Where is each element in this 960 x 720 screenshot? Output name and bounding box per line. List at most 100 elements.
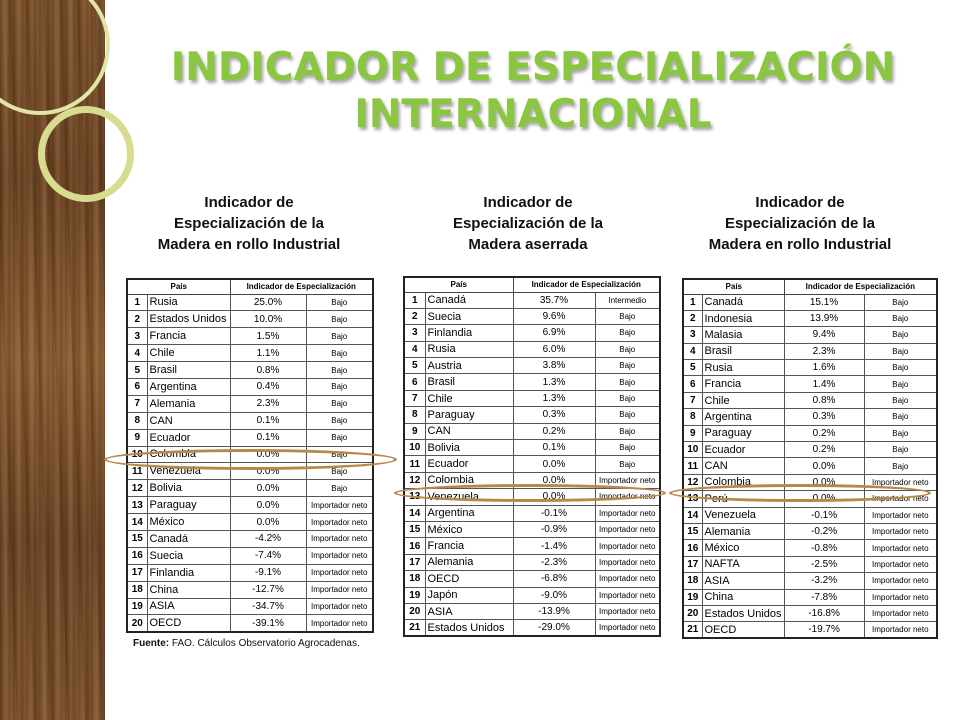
country-cell: Indonesia [701, 309, 785, 328]
specialization-table-2: País Indicador de Especialización 1 Canadá 3… [403, 276, 661, 638]
row-rank: 2 [126, 310, 148, 329]
country-cell: Alemania [146, 394, 231, 413]
table-row: 14 Argentina -0.1% Importador neto [403, 504, 661, 522]
row-rank: 18 [126, 580, 148, 599]
specialization-level: Bajo [863, 441, 938, 459]
table-row: 15 Canadá -4.2% Importador neto [126, 529, 374, 548]
specialization-level: Bajo [305, 310, 374, 329]
specialization-level: Bajo [305, 411, 374, 430]
page-title-line-2: INTERNACIONAL [354, 92, 712, 137]
indicator-value: 6.9% [512, 324, 596, 342]
table-row: 5 Brasil 0.8% Bajo [126, 361, 374, 379]
specialization-level: Bajo [863, 424, 938, 443]
table-row: 8 Paraguay 0.3% Bajo [403, 406, 661, 424]
page-title-line-1: INDICADOR DE ESPECIALIZACIÓN [170, 45, 896, 90]
indicator-value: 1.6% [783, 359, 865, 377]
row-rank: 11 [403, 455, 426, 473]
specialization-level: Bajo [594, 422, 661, 441]
specialization-level: Bajo [863, 326, 938, 344]
indicator-value: -34.7% [229, 597, 307, 616]
indicator-value: -1.4% [512, 537, 596, 555]
table-row: 9 Paraguay 0.2% Bajo [682, 424, 938, 443]
country-cell: ASIA [701, 572, 785, 590]
indicator-value: 0.8% [229, 361, 307, 379]
country-cell: Venezuela [701, 506, 785, 524]
table-row: 3 Finlandia 6.9% Bajo [403, 324, 661, 342]
indicator-value: 0.1% [512, 439, 596, 457]
specialization-level: Importador neto [863, 539, 938, 557]
decorative-ring-small [38, 106, 134, 202]
country-cell: Paraguay [424, 406, 514, 424]
row-rank: 15 [126, 529, 148, 548]
indicator-value: -7.8% [783, 588, 865, 606]
indicator-value: -0.2% [783, 522, 865, 541]
country-cell: Austria [424, 357, 514, 375]
country-cell: China [146, 580, 231, 599]
specialization-level: Importador neto [305, 563, 374, 582]
country-cell: Finlandia [424, 324, 514, 342]
country-cell: Brasil [146, 361, 231, 379]
row-rank: 16 [126, 546, 148, 565]
row-rank: 2 [682, 309, 703, 328]
indicator-value: 3.8% [512, 357, 596, 375]
indicator-value: 0.8% [783, 391, 865, 410]
table-row: 14 México 0.0% Importador neto [126, 513, 374, 531]
column-header-indicator: Indicador de Especialización [512, 276, 661, 293]
table-3-caption: Indicador de Especialización de la Mader… [670, 192, 930, 255]
table-row: 9 Ecuador 0.1% Bajo [126, 428, 374, 447]
country-cell: CAN [701, 457, 785, 475]
table-row: 17 Alemania -2.3% Importador neto [403, 553, 661, 572]
specialization-level: Importador neto [863, 506, 938, 524]
indicator-value: -3.2% [783, 572, 865, 590]
indicator-value: 1.3% [512, 373, 596, 391]
table-row: 6 Argentina 0.4% Bajo [126, 377, 374, 396]
table-row: 9 CAN 0.2% Bajo [403, 422, 661, 441]
specialization-level: Importador neto [863, 555, 938, 574]
table-row: 2 Estados Unidos 10.0% Bajo [126, 310, 374, 329]
country-cell: Estados Unidos [146, 310, 231, 329]
table-row: 7 Chile 0.8% Bajo [682, 391, 938, 410]
country-cell: Japón [424, 586, 514, 604]
table-row: 17 NAFTA -2.5% Importador neto [682, 555, 938, 574]
table-2-caption: Indicador de Especialización de la Mader… [398, 192, 658, 255]
row-rank: 21 [682, 621, 703, 639]
page-title: INDICADOR DE ESPECIALIZACIÓN INTERNACION… [106, 44, 960, 138]
indicator-value: 25.0% [229, 293, 307, 312]
specialization-level: Bajo [863, 408, 938, 426]
table-row: 16 Francia -1.4% Importador neto [403, 537, 661, 555]
indicator-value: -0.8% [783, 539, 865, 557]
row-rank: 21 [403, 619, 426, 637]
table-row: 17 Finlandia -9.1% Importador neto [126, 563, 374, 582]
caption-line: Madera en rollo Industrial [157, 236, 341, 253]
column-header-indicator: Indicador de Especialización [783, 278, 938, 295]
country-cell: Paraguay [701, 424, 785, 443]
specialization-level: Importador neto [305, 496, 374, 515]
table-header-row: País Indicador de Especialización [403, 276, 661, 293]
country-cell: México [701, 539, 785, 557]
row-rank: 20 [682, 604, 703, 623]
row-rank: 15 [403, 520, 426, 539]
specialization-level: Importador neto [594, 586, 661, 604]
indicator-value: -12.7% [229, 580, 307, 599]
row-rank: 14 [403, 504, 426, 522]
row-rank: 9 [403, 422, 426, 441]
indicator-value: 2.3% [229, 394, 307, 413]
table-row: 10 Bolivia 0.1% Bajo [403, 439, 661, 457]
specialization-level: Importador neto [305, 546, 374, 565]
table-row: 19 Japón -9.0% Importador neto [403, 586, 661, 604]
table-row: 19 ASIA -34.7% Importador neto [126, 597, 374, 616]
indicator-value: -16.8% [783, 604, 865, 623]
row-rank: 8 [682, 408, 703, 426]
specialization-level: Bajo [305, 327, 374, 346]
table-header-row: País Indicador de Especialización [682, 278, 938, 295]
country-cell: Ecuador [146, 428, 231, 447]
row-rank: 3 [126, 327, 148, 346]
country-cell: Argentina [424, 504, 514, 522]
specialization-level: Importador neto [594, 570, 661, 588]
indicator-value: 0.1% [229, 411, 307, 430]
table-row: 11 Ecuador 0.0% Bajo [403, 455, 661, 473]
table-row: 2 Suecia 9.6% Bajo [403, 307, 661, 326]
indicator-value: 6.0% [512, 340, 596, 359]
indicator-value: 13.9% [783, 309, 865, 328]
table-row: 6 Francia 1.4% Bajo [682, 375, 938, 393]
